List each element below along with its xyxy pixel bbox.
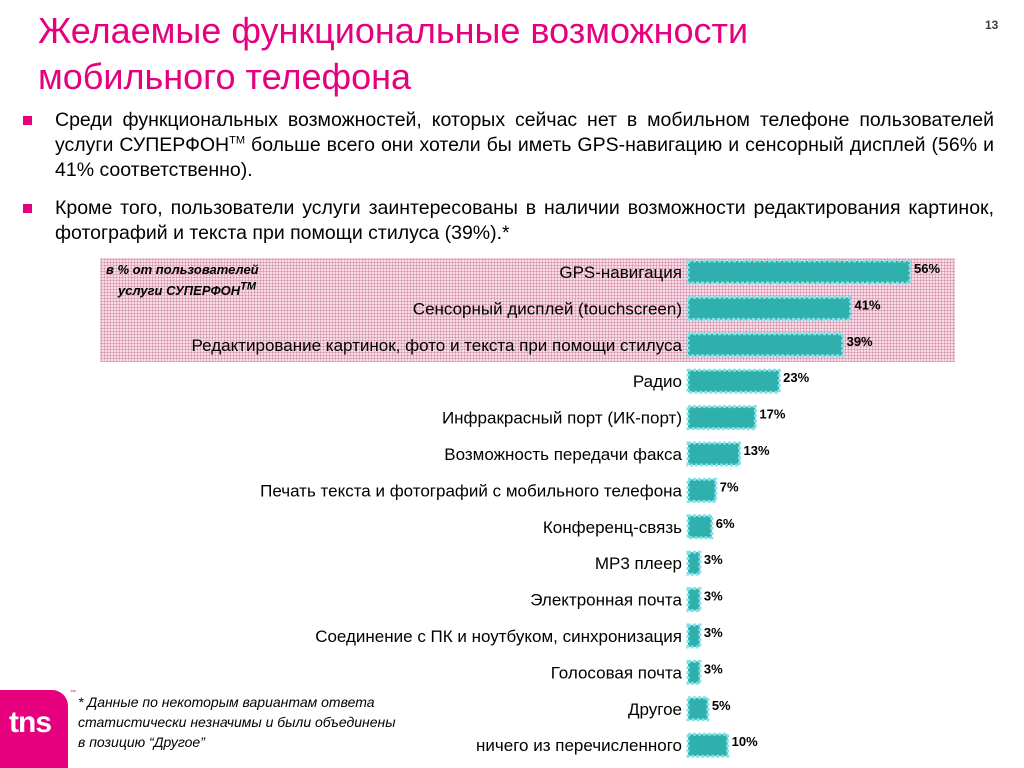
bar (686, 295, 853, 321)
value-label: 23% (783, 370, 809, 385)
bar (686, 441, 742, 467)
bar (686, 659, 702, 685)
bullet-square-icon (23, 116, 32, 125)
category-label: Голосовая почта (551, 663, 683, 682)
slide-title: Желаемые функциональные возможности моби… (38, 10, 749, 97)
bar (686, 587, 702, 613)
bar (686, 514, 714, 540)
category-label: Инфракрасный порт (ИК-порт) (442, 409, 682, 428)
base-note: в % от пользователей услуги СУПЕРФОНTM (106, 259, 259, 301)
category-label: Радио (633, 372, 682, 391)
bullet-text: Кроме того, пользователи услуги заинтере… (55, 197, 994, 244)
tns-logo: tns (0, 690, 68, 768)
value-label: 17% (759, 407, 785, 422)
value-label: 41% (855, 297, 881, 312)
bullet-gps-touchscreen: Среди функциональных возможностей, котор… (23, 108, 994, 183)
logo-trademark: ™ (70, 690, 76, 696)
bullet-text-part1: Среди функциональных возможностей, котор… (55, 109, 994, 156)
value-label: 3% (704, 661, 723, 676)
bar (686, 477, 718, 503)
value-label: 56% (914, 261, 940, 276)
category-label: Печать текста и фотографий с мобильного … (260, 481, 682, 500)
bar (686, 696, 710, 722)
value-label: 39% (847, 334, 873, 349)
category-label: Электронная почта (530, 591, 682, 610)
footnote: * Данные по некоторым вариантам ответа с… (78, 694, 396, 750)
bullet-text-part2: больше всего они хотели бы иметь GPS-нав… (55, 134, 994, 181)
bar (686, 259, 912, 285)
bar (686, 332, 845, 358)
value-label: 3% (704, 625, 723, 640)
bar (686, 405, 757, 431)
bar (686, 550, 702, 576)
bar (686, 368, 781, 394)
bullet-stylus: Кроме того, пользователи услуги заинтере… (23, 196, 994, 246)
trademark-sup: TM (229, 134, 246, 147)
category-label: GPS-навигация (559, 263, 682, 282)
base-note-line2: услуги СУПЕРФОНTM (118, 280, 257, 298)
value-label: 5% (712, 698, 731, 713)
category-label: Соединение с ПК и ноутбуком, синхронизац… (315, 627, 682, 646)
value-label: 7% (720, 479, 739, 494)
bar (686, 623, 702, 649)
base-note-line1: в % от пользователей (106, 262, 259, 277)
category-label: ничего из перечисленного (476, 736, 682, 755)
bar (686, 732, 730, 758)
category-label: Редактирование картинок, фото и текста п… (192, 336, 683, 355)
value-label: 13% (744, 443, 770, 458)
value-label: 3% (704, 589, 723, 604)
category-label: Другое (628, 700, 682, 719)
category-label: Конференц-связь (543, 518, 682, 537)
category-label: Возможность передачи факса (444, 445, 682, 464)
slide-number: 13 (985, 18, 999, 32)
category-label: MP3 плеер (595, 554, 682, 573)
bullet-square-icon (23, 204, 32, 213)
value-label: 3% (704, 552, 723, 567)
value-label: 6% (716, 516, 735, 531)
value-label: 10% (732, 734, 758, 749)
category-label: Сенсорный дисплей (touchscreen) (413, 299, 682, 318)
